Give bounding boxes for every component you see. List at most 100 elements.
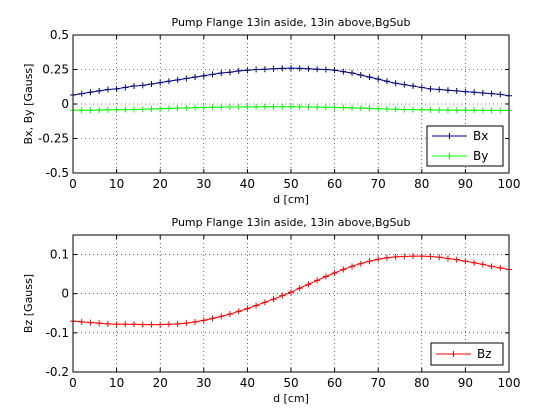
data-point: [410, 106, 417, 113]
data-point: [296, 103, 303, 110]
x-tick-label: 20: [153, 177, 168, 191]
data-point: [331, 269, 338, 276]
data-point: [87, 319, 94, 326]
data-point: [436, 107, 443, 114]
series-Bz: [70, 253, 512, 328]
data-point: [322, 273, 329, 280]
data-point: [139, 321, 146, 328]
legend-swatch-marker: [446, 133, 453, 139]
data-point: [471, 89, 478, 96]
data-point: [383, 105, 390, 112]
data-point: [305, 104, 312, 111]
data-point: [444, 87, 451, 94]
data-point: [209, 104, 216, 111]
x-tick-label: 100: [498, 177, 521, 191]
y-tick-label: 0: [61, 97, 69, 111]
data-point: [314, 66, 321, 73]
data-point: [270, 103, 277, 110]
x-axis-label: d [cm]: [273, 392, 309, 405]
data-point: [366, 74, 373, 81]
data-point: [488, 107, 495, 114]
data-point: [113, 321, 120, 328]
data-point: [113, 85, 120, 92]
x-tick-label: 50: [283, 376, 298, 390]
data-point: [462, 88, 469, 95]
x-tick-label: 40: [240, 177, 255, 191]
data-point: [183, 104, 190, 111]
data-point: [288, 289, 294, 296]
data-point: [488, 263, 495, 270]
x-tick-label: 80: [414, 376, 429, 390]
data-point: [331, 104, 338, 111]
y-tick-label: -0.1: [46, 326, 69, 340]
x-tick-label: 90: [458, 376, 473, 390]
data-point: [183, 320, 190, 327]
data-point: [497, 264, 504, 271]
data-point: [183, 75, 190, 82]
data-point: [349, 69, 356, 76]
data-point: [401, 106, 408, 113]
data-point: [192, 318, 199, 325]
data-point: [375, 105, 382, 112]
data-point: [366, 105, 373, 112]
data-point: [148, 321, 155, 328]
y-axis-label: Bx, By [Gauss]: [22, 64, 35, 145]
data-point: [104, 320, 111, 327]
data-point: [96, 320, 103, 327]
data-point: [78, 318, 85, 325]
y-tick-label: -0.5: [46, 166, 69, 180]
data-point: [148, 80, 155, 87]
data-point: [157, 105, 164, 112]
data-point: [244, 305, 251, 312]
data-point: [401, 253, 408, 260]
data-point: [375, 256, 382, 263]
data-point: [322, 104, 329, 111]
data-point: [253, 302, 260, 309]
data-point: [261, 66, 268, 73]
data-point: [288, 65, 294, 72]
data-point: [165, 105, 172, 112]
data-point: [131, 83, 138, 90]
legend: Bx By: [426, 125, 504, 167]
x-tick-label: 100: [498, 376, 521, 390]
data-point: [131, 321, 138, 328]
chart-title: Pump Flange 13in aside, 13in above,BgSub: [172, 16, 411, 29]
legend-label: Bx: [473, 129, 488, 143]
data-point: [436, 86, 443, 93]
data-point: [479, 261, 486, 268]
x-tick-label: 0: [69, 177, 77, 191]
y-tick-label: 0.5: [50, 28, 69, 42]
data-point: [104, 106, 111, 113]
top-panel: 0 10 20 30 40 50 60 70 80 90 100 -0.5 -0.25 0 0.25 0.5 P…: [22, 16, 520, 206]
bottom-panel: 0 10 20 30 40 50 60 70 80 90 100 -0.2 -0.1 0 0.1 Pump F…: [22, 216, 520, 405]
legend-label: Bz: [477, 347, 492, 361]
data-point: [427, 253, 434, 260]
data-point: [471, 259, 478, 266]
data-point: [279, 292, 286, 299]
data-point: [78, 90, 85, 97]
data-point: [357, 260, 364, 267]
data-point: [279, 103, 286, 110]
data-point: [209, 71, 216, 78]
data-point: [497, 107, 504, 114]
x-tick-label: 0: [69, 376, 77, 390]
y-tick-label: 0.25: [42, 63, 69, 77]
x-tick-label: 60: [327, 177, 342, 191]
data-point: [96, 107, 103, 114]
data-point: [427, 85, 434, 92]
data-point: [375, 76, 382, 83]
data-point: [226, 69, 233, 76]
data-point: [139, 106, 146, 113]
data-point: [157, 321, 164, 328]
data-point: [139, 82, 146, 89]
data-point: [200, 317, 207, 324]
data-point: [401, 81, 408, 88]
data-point: [122, 321, 129, 328]
data-point: [357, 72, 364, 79]
x-tick-label: 10: [109, 177, 124, 191]
x-tick-label: 70: [371, 177, 386, 191]
data-point: [165, 78, 172, 85]
data-point: [296, 285, 303, 292]
x-tick-label: 60: [327, 376, 342, 390]
data-point: [165, 321, 172, 328]
